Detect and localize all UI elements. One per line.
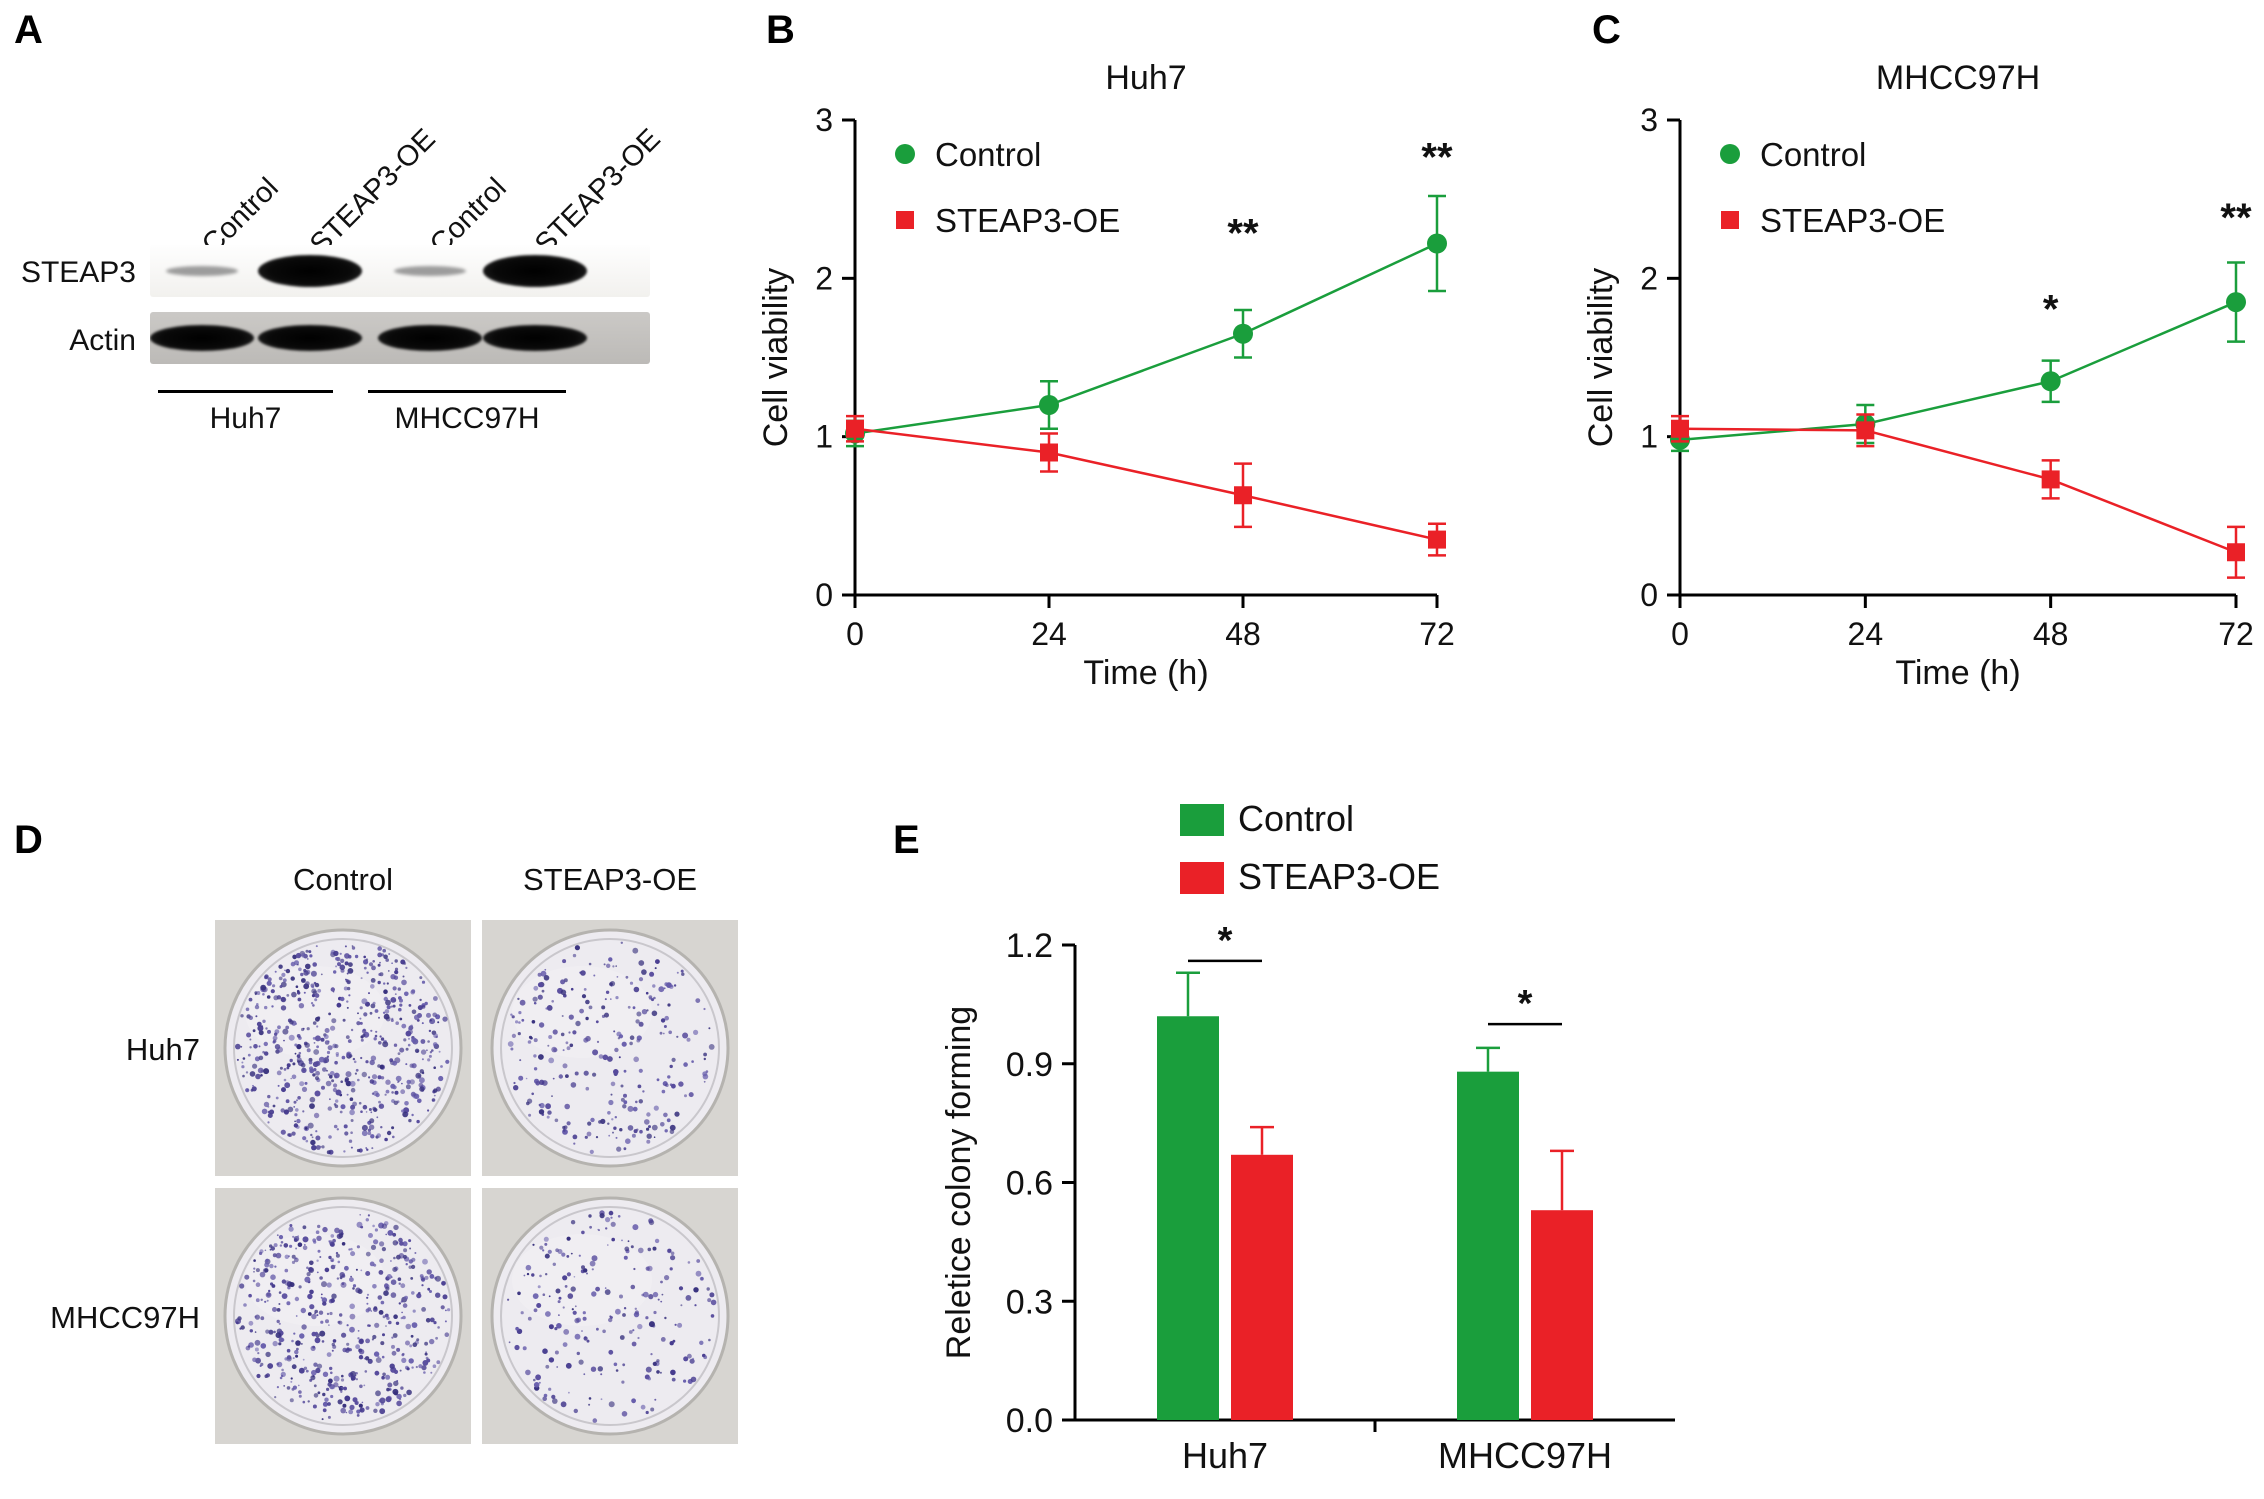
svg-text:24: 24 [1031, 616, 1067, 652]
colony-row-label-mhcc97h: MHCC97H [50, 1300, 200, 1335]
svg-text:24: 24 [1848, 616, 1884, 652]
svg-text:Cell viability: Cell viability [1582, 268, 1620, 448]
huh7-group-underline [158, 390, 333, 393]
svg-text:*: * [1518, 983, 1533, 1025]
actin-blot-strip [150, 312, 650, 364]
svg-text:0.0: 0.0 [1006, 1402, 1053, 1440]
protein-label-steap3: STEAP3 [20, 256, 136, 289]
panel-e-label: E [893, 818, 920, 862]
svg-text:MHCC97H: MHCC97H [1876, 59, 2040, 97]
huh7-viability-chart: 0 1 2 3 0 24 48 72 Huh7 Time (h) Cell viability Con… [757, 59, 1455, 692]
protein-label-actin: Actin [69, 324, 136, 357]
svg-text:**: ** [1421, 136, 1453, 180]
group-label-huh7: Huh7 [209, 402, 282, 435]
svg-text:1.2: 1.2 [1006, 927, 1053, 965]
colony-forming-chart: Control STEAP3-OE 0.0 0.3 0.6 0.9 1.2 Reletice … [940, 798, 1675, 1476]
panel-d-label: D [14, 818, 43, 862]
svg-text:0.9: 0.9 [1006, 1046, 1053, 1084]
panel-b-label: B [766, 8, 795, 52]
svg-text:Cell viability: Cell viability [757, 268, 795, 448]
lane-label-steap3oe-2: STEAP3-OE [529, 122, 667, 261]
svg-text:Time (h): Time (h) [1083, 654, 1208, 692]
svg-text:1: 1 [815, 419, 833, 455]
blot-band-steap3-lane2 [258, 255, 362, 287]
blot-band-actin-lane1 [150, 325, 254, 351]
svg-text:Control: Control [1760, 136, 1866, 173]
svg-text:0.3: 0.3 [1006, 1283, 1053, 1321]
svg-text:Control: Control [935, 136, 1041, 173]
svg-text:Huh7: Huh7 [1105, 59, 1186, 97]
svg-text:3: 3 [815, 102, 833, 138]
blot-band-steap3-lane1 [166, 266, 238, 276]
svg-text:**: ** [1227, 212, 1259, 256]
blot-band-actin-lane3 [378, 325, 482, 351]
svg-text:2: 2 [815, 260, 833, 296]
svg-text:0: 0 [815, 577, 833, 613]
svg-text:48: 48 [2033, 616, 2069, 652]
group-label-mhcc97h: MHCC97H [394, 402, 540, 435]
colony-col-header-control: Control [293, 862, 393, 897]
mhcc97h-viability-chart: 0 1 2 3 0 24 48 72 MHCC97H Time (h) Cell viability… [1582, 59, 2254, 692]
svg-text:48: 48 [1225, 616, 1261, 652]
blot-band-actin-lane4 [483, 325, 587, 351]
blot-band-actin-lane2 [258, 325, 362, 351]
svg-text:STEAP3-OE: STEAP3-OE [1238, 856, 1440, 897]
svg-text:0.6: 0.6 [1006, 1165, 1053, 1203]
lane-label-steap3oe-1: STEAP3-OE [304, 122, 442, 261]
svg-text:Time (h): Time (h) [1895, 654, 2020, 692]
svg-text:STEAP3-OE: STEAP3-OE [935, 202, 1120, 239]
panel-a-label: A [14, 8, 43, 52]
svg-text:0: 0 [1671, 616, 1689, 652]
colony-dish-huh7-steap3oe [482, 920, 738, 1176]
mhcc97h-group-underline [368, 390, 566, 393]
blot-band-steap3-lane4 [483, 255, 587, 287]
svg-text:0: 0 [1640, 577, 1658, 613]
colony-dish-huh7-control [215, 920, 471, 1176]
blot-band-steap3-lane3 [394, 266, 466, 276]
svg-text:1: 1 [1640, 419, 1658, 455]
colony-dish-mhcc97h-steap3oe [482, 1188, 738, 1444]
svg-text:Huh7: Huh7 [1182, 1435, 1268, 1476]
svg-text:2: 2 [1640, 260, 1658, 296]
svg-text:72: 72 [1419, 616, 1455, 652]
svg-text:**: ** [2220, 196, 2252, 240]
svg-text:3: 3 [1640, 102, 1658, 138]
panel-c-label: C [1592, 8, 1621, 52]
svg-text:Control: Control [1238, 798, 1354, 839]
svg-text:*: * [2043, 288, 2059, 332]
steap3-blot-strip [150, 245, 650, 297]
svg-text:Reletice colony forming: Reletice colony forming [940, 1006, 978, 1359]
svg-text:STEAP3-OE: STEAP3-OE [1760, 202, 1945, 239]
svg-text:0: 0 [846, 616, 864, 652]
colony-col-header-steap3oe: STEAP3-OE [523, 862, 697, 897]
svg-text:MHCC97H: MHCC97H [1438, 1435, 1612, 1476]
colony-row-label-huh7: Huh7 [125, 1032, 200, 1067]
colony-dish-mhcc97h-control [215, 1188, 471, 1444]
svg-text:*: * [1218, 920, 1233, 962]
svg-text:72: 72 [2218, 616, 2254, 652]
